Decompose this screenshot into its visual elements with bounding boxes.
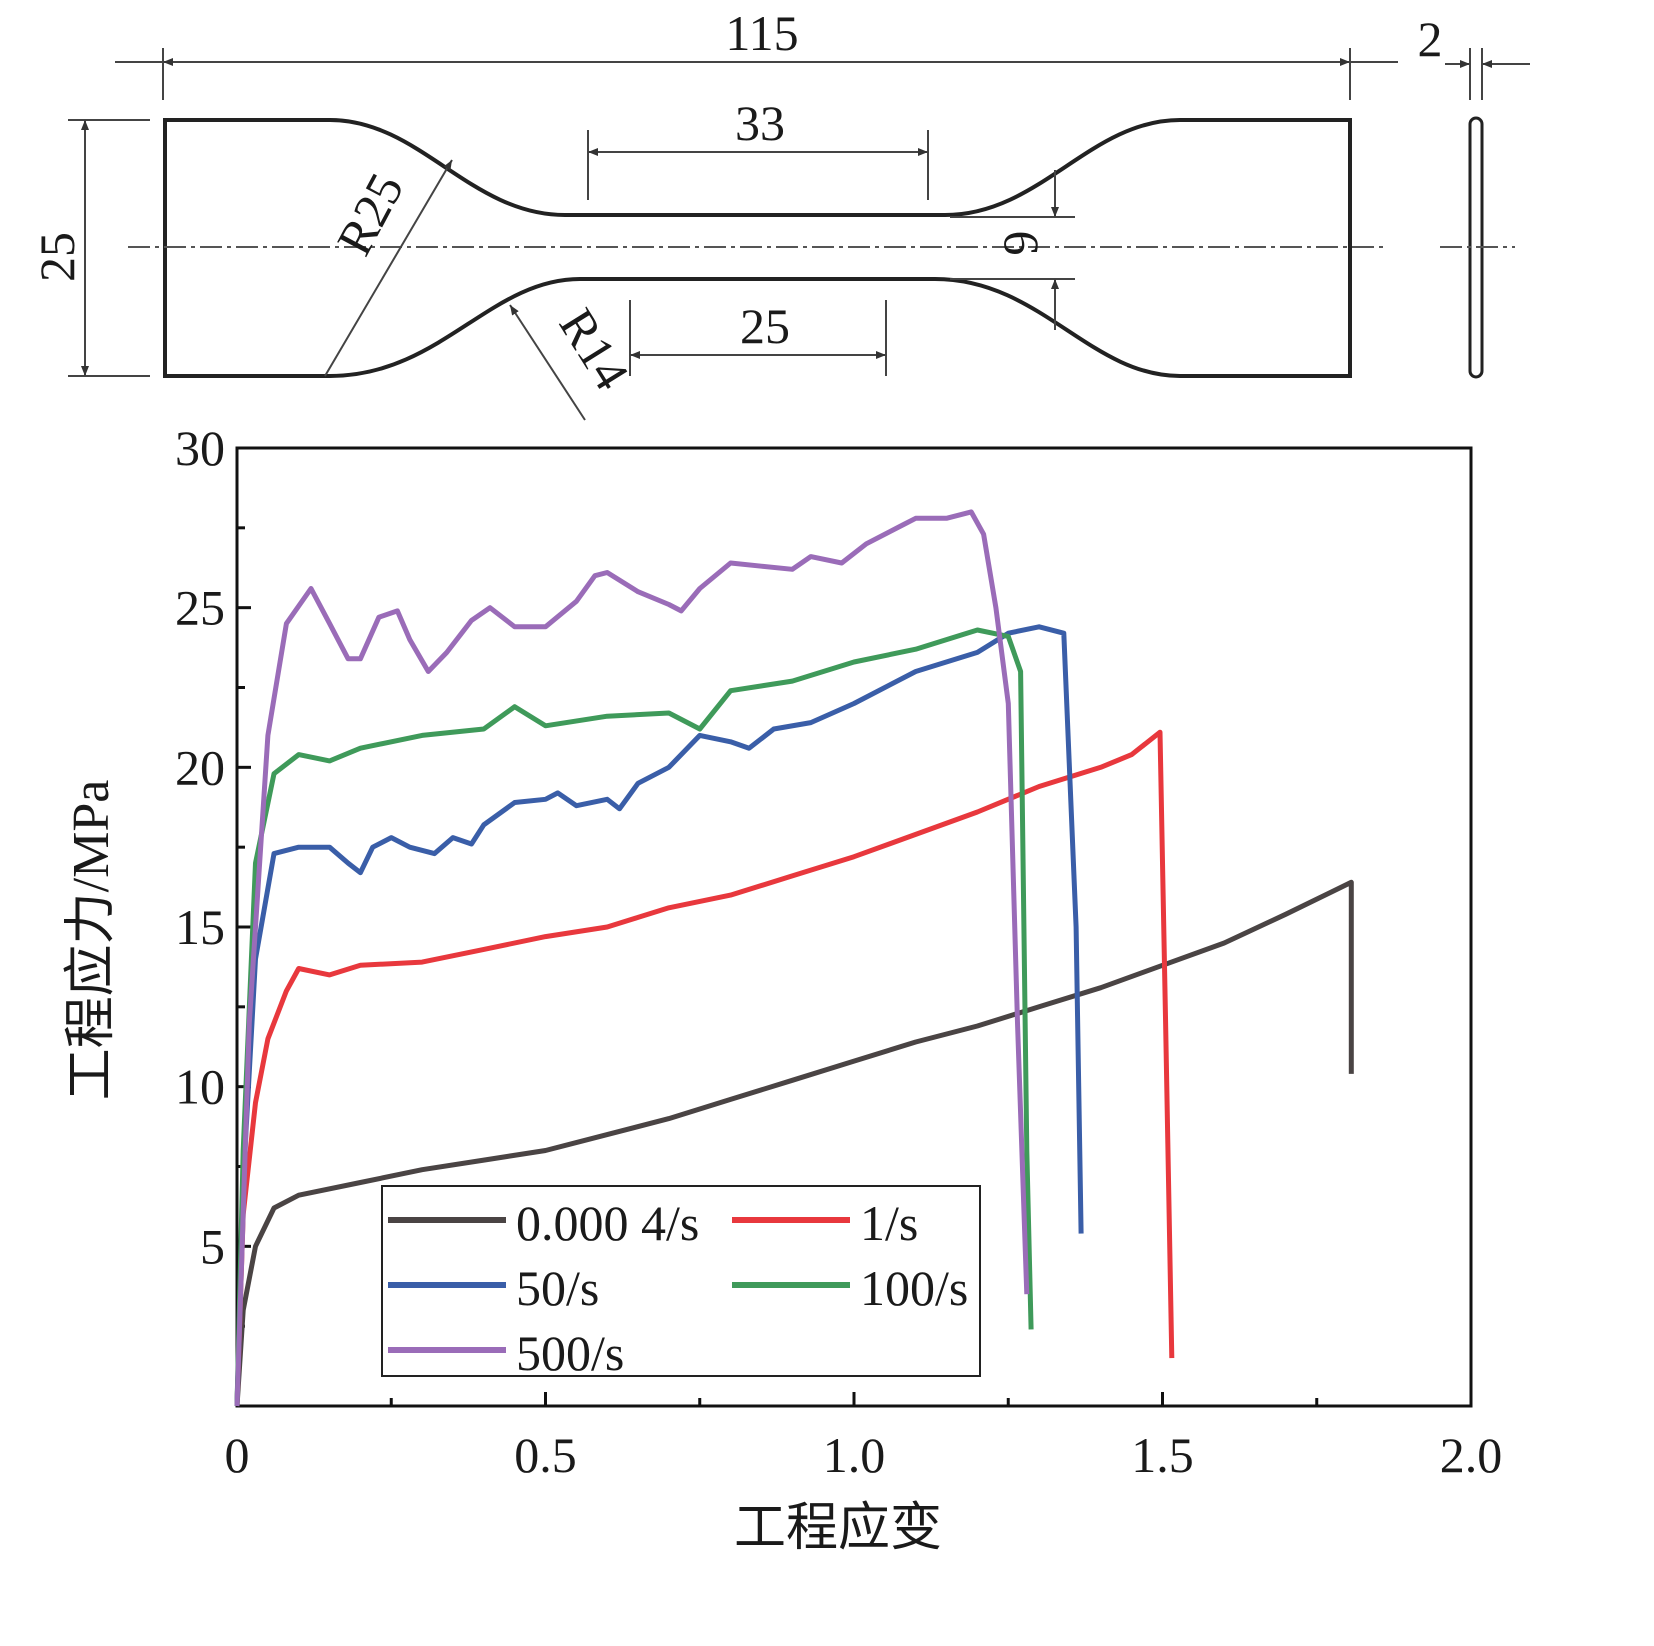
y-tick-label: 15	[175, 899, 225, 955]
legend: 0.000 4/s 1/s 50/s 100/s 500/s	[381, 1185, 981, 1381]
x-tick-label: 0	[225, 1427, 250, 1483]
y-axis-label: 工程应力/MPa	[63, 780, 120, 1101]
axis-ticks: 0 0.5 1.0 1.5 2.0 5 10 15 20 25 30	[175, 420, 1502, 1483]
series-line-1	[234, 729, 1175, 1407]
dim-overall-width: 25	[29, 232, 85, 282]
dim-gauge-length: 25	[740, 298, 790, 354]
series-line-2	[234, 624, 1084, 1407]
legend-label: 100/s	[860, 1260, 968, 1316]
x-tick-label: 1.0	[823, 1427, 886, 1483]
y-tick-label: 30	[175, 420, 225, 476]
legend-label: 1/s	[860, 1195, 918, 1251]
y-tick-label: 10	[175, 1059, 225, 1115]
legend-label: 500/s	[516, 1325, 624, 1381]
y-tick-label: 25	[175, 580, 225, 636]
series-lines	[234, 509, 1354, 1407]
dim-gauge-width: 6	[994, 231, 1050, 256]
dim-radius-large: R25	[326, 164, 415, 264]
chart: 0 0.5 1.0 1.5 2.0 5 10 15 20 25 30 工程应变 工程应力/MPa 0…	[63, 420, 1502, 1557]
specimen-diagram: 115 2 33 25 25 6 R25 R14	[29, 5, 1530, 421]
dimension-lines	[68, 48, 1530, 421]
y-tick-label: 20	[175, 739, 225, 795]
x-axis-label: 工程应变	[734, 1500, 942, 1557]
y-tick-label: 5	[200, 1218, 225, 1274]
dim-gauge-outer-length: 33	[735, 95, 785, 151]
dim-thickness: 2	[1418, 11, 1443, 67]
series-line-4	[234, 509, 1030, 1407]
legend-label: 0.000 4/s	[516, 1195, 699, 1251]
x-tick-label: 2.0	[1440, 1427, 1503, 1483]
x-tick-label: 0.5	[514, 1427, 577, 1483]
legend-label: 50/s	[516, 1260, 599, 1316]
series-line-3	[234, 627, 1034, 1407]
dim-overall-length: 115	[725, 5, 798, 61]
specimen-outline	[163, 118, 1352, 378]
series-line-0	[234, 879, 1354, 1407]
x-tick-label: 1.5	[1131, 1427, 1194, 1483]
